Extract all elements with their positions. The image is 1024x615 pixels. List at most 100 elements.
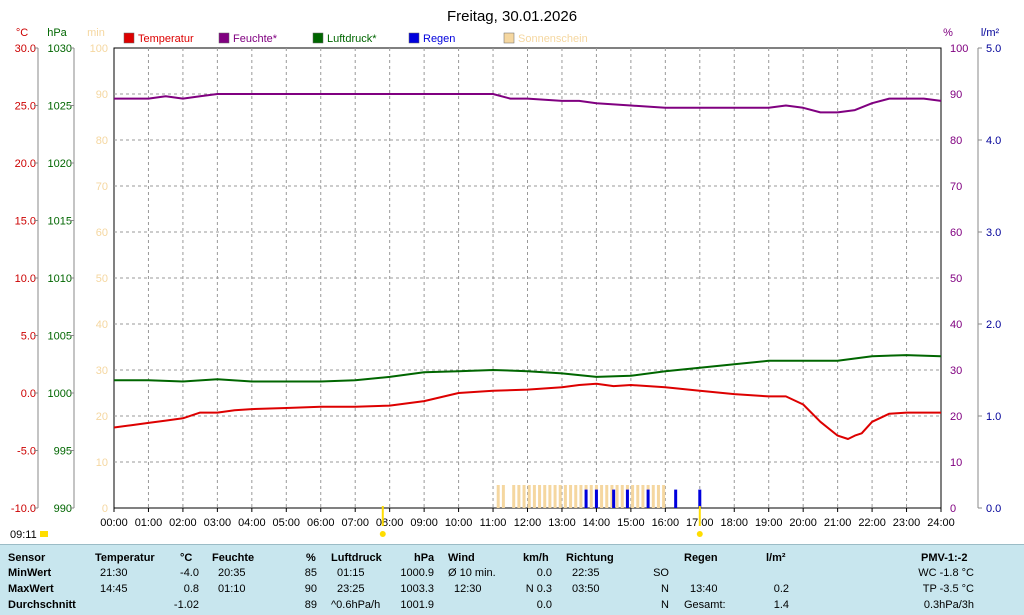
rain-bar (612, 489, 616, 508)
stats-header-sensor: Sensor (8, 552, 46, 564)
humidity-tick-label: 100 (950, 43, 968, 55)
stats-header-regen: Regen (684, 552, 718, 564)
x-tick-label: 03:00 (204, 517, 232, 529)
legend-label: Sonnenschein (518, 33, 588, 45)
x-tick-label: 07:00 (341, 517, 369, 529)
stats-temp-value: -4.0 (180, 567, 199, 579)
stats-rain-value: 0.2 (773, 583, 789, 595)
pressure-tick-label: 1010 (48, 273, 72, 285)
axis-unit-rain: l/m² (981, 27, 1000, 39)
rain-tick-label: 5.0 (986, 43, 1001, 55)
temperature-tick-label: 5.0 (21, 331, 36, 343)
sunshine-tick-label: 60 (96, 227, 108, 239)
rain-tick-label: 1.0 (986, 411, 1001, 423)
pressure-tick-label: 1025 (48, 101, 72, 113)
sunshine-bar (656, 485, 660, 508)
x-tick-label: 04:00 (238, 517, 266, 529)
humidity-tick-label: 30 (950, 365, 962, 377)
temperature-tick-label: 0.0 (21, 388, 36, 400)
sunshine-bar (501, 485, 505, 508)
stats-press-value: 1001.9 (400, 599, 434, 611)
rain-tick-label: 0.0 (986, 503, 1001, 515)
series-line-luftdruck (114, 354, 942, 383)
stats-header-press-unit: hPa (414, 552, 435, 564)
pressure-tick-label: 1000 (48, 388, 72, 400)
x-tick-label: 02:00 (169, 517, 197, 529)
sunshine-bar (532, 485, 536, 508)
corner-time: 09:11 (10, 529, 37, 541)
stats-press-time: 23:25 (337, 583, 365, 595)
legend-swatch (503, 32, 515, 44)
rain-tick-label: 4.0 (986, 135, 1001, 147)
humidity-tick-label: 60 (950, 227, 962, 239)
time-marker-dot (696, 531, 703, 537)
stats-rain-time: 13:40 (690, 583, 718, 595)
stats-dir-value: N (661, 599, 669, 611)
humidity-tick-label: 10 (950, 457, 962, 469)
sunshine-tick-label: 10 (96, 457, 108, 469)
x-tick-label: 14:00 (583, 517, 611, 529)
rain-tick-label: 2.0 (986, 319, 1001, 331)
stats-hum-time: 20:35 (218, 567, 246, 579)
x-tick-label: 22:00 (858, 517, 886, 529)
legend-swatch (123, 32, 135, 44)
sunshine-tick-label: 20 (96, 411, 108, 423)
x-tick-label: 20:00 (789, 517, 817, 529)
stats-rain-total-label: Gesamt: (684, 599, 726, 611)
stats-pmv-value: WC -1.8 °C (918, 567, 974, 579)
sunshine-bar (589, 485, 593, 508)
temperature-tick-label: -5.0 (17, 446, 36, 458)
sunshine-bar (600, 485, 604, 508)
series-lines (113, 93, 942, 440)
sunshine-bar (496, 485, 500, 508)
rain-bars (584, 489, 702, 508)
rain-bar (625, 489, 629, 508)
sunshine-bar (620, 485, 624, 508)
chart-legend: Temperatur Feuchte* Luftdruck* Regen Sonnens… (123, 32, 588, 45)
temperature-tick-label: 15.0 (15, 216, 36, 228)
legend-swatch (408, 32, 420, 44)
stats-pmv-value: 0.3hPa/3h (923, 599, 974, 611)
stats-header-wind: Wind (448, 552, 475, 564)
legend-label: Regen (423, 33, 455, 45)
stats-wind-label: Ø 10 min. (448, 567, 496, 579)
stats-header-temp-unit: °C (180, 552, 193, 564)
sunshine-bar (574, 485, 578, 508)
sunshine-tick-label: 0 (102, 503, 108, 515)
humidity-tick-label: 20 (950, 411, 962, 423)
x-tick-label: 23:00 (893, 517, 921, 529)
temperature-tick-label: 30.0 (15, 43, 36, 55)
humidity-tick-label: 50 (950, 273, 962, 285)
stats-header-feuchte: Feuchte (212, 552, 255, 564)
pressure-tick-label: 1030 (48, 43, 72, 55)
axis-unit-sunshine: min (87, 27, 105, 39)
x-tick-label: 18:00 (720, 517, 748, 529)
rain-tick-label: 3.0 (986, 227, 1001, 239)
stats-temp-time: 21:30 (100, 567, 128, 579)
pressure-tick-label: 1015 (48, 216, 72, 228)
x-tick-label: 16:00 (652, 517, 680, 529)
stats-hum-time: 01:10 (218, 583, 246, 595)
stats-dir-time: 22:35 (572, 567, 600, 579)
rain-bar (698, 489, 702, 508)
sunshine-bar (662, 485, 666, 508)
y-axis-ticks: -10.0 -5.0 0.0 5.0 10.0 15.0 20.0 25.0 30.0 990 99… (11, 43, 1001, 515)
stats-header-rain-unit: l/m² (766, 552, 786, 564)
humidity-tick-label: 80 (950, 135, 962, 147)
legend-swatch (312, 32, 324, 44)
x-tick-label: 08:00 (376, 517, 404, 529)
sunshine-tick-label: 30 (96, 365, 108, 377)
x-tick-label: 13:00 (548, 517, 576, 529)
series-line-feuchte (114, 93, 942, 114)
stats-header-wind-unit: km/h (523, 552, 549, 564)
x-tick-label: 01:00 (135, 517, 163, 529)
pressure-tick-label: 990 (54, 503, 72, 515)
sunshine-bar (543, 485, 547, 508)
stats-row-label: MinWert (8, 567, 52, 579)
x-tick-label: 21:00 (824, 517, 852, 529)
sunshine-bar (605, 485, 609, 508)
axis-unit-humidity: % (943, 27, 953, 39)
sunshine-bar (538, 485, 542, 508)
rain-bar (584, 489, 588, 508)
sunshine-bar (610, 485, 614, 508)
